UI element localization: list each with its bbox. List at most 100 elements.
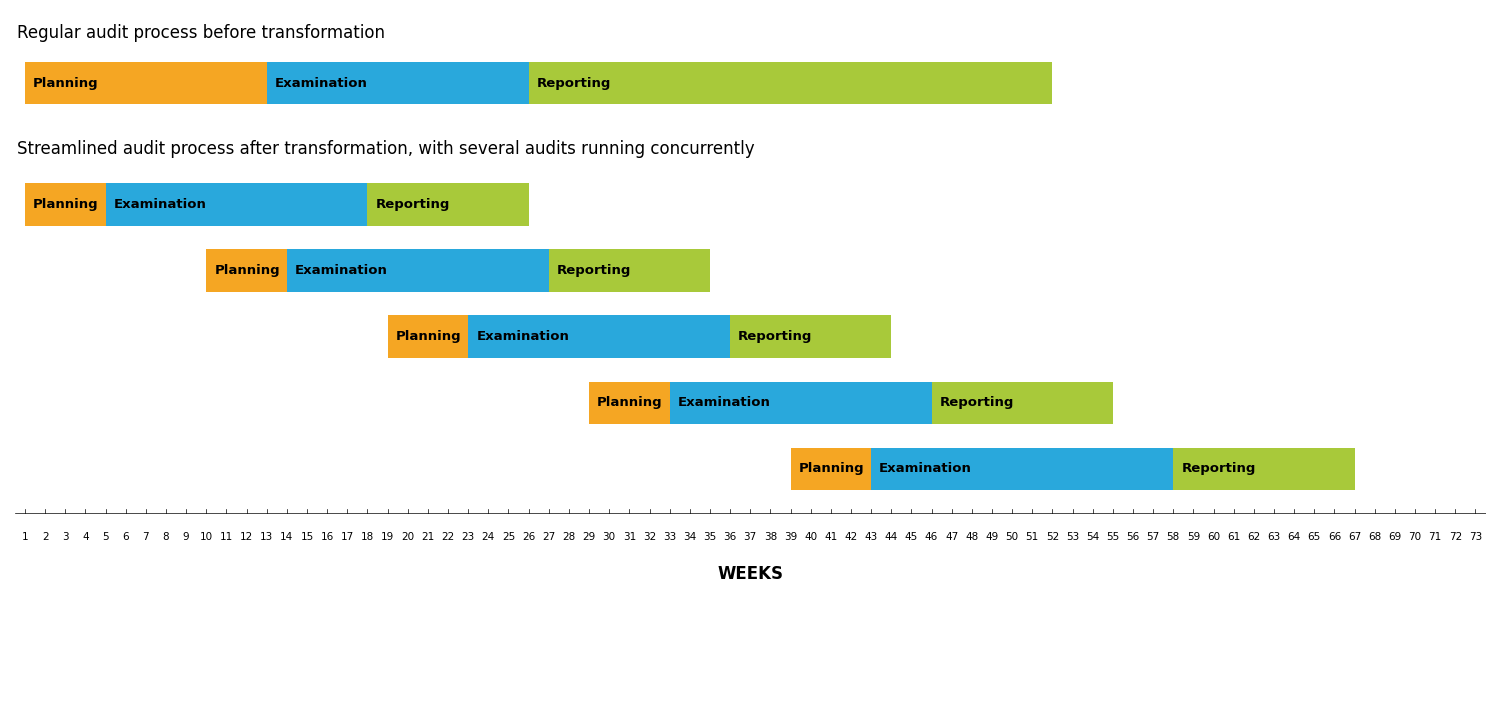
Text: 40: 40 <box>805 532 817 542</box>
Text: 48: 48 <box>964 532 978 542</box>
Text: 15: 15 <box>300 532 314 542</box>
Text: 11: 11 <box>219 532 233 542</box>
Text: 51: 51 <box>1026 532 1039 542</box>
Text: 22: 22 <box>442 532 455 542</box>
Text: 27: 27 <box>542 532 555 542</box>
Text: Regular audit process before transformation: Regular audit process before transformat… <box>16 24 385 42</box>
Bar <box>388 315 469 358</box>
Text: 9: 9 <box>182 532 190 542</box>
Text: 68: 68 <box>1368 532 1381 542</box>
Text: 24: 24 <box>482 532 496 542</box>
Bar <box>590 382 670 424</box>
Text: 1: 1 <box>22 532 28 542</box>
Text: 70: 70 <box>1408 532 1421 542</box>
Text: Examination: Examination <box>879 462 972 475</box>
Bar <box>267 62 529 104</box>
Text: 13: 13 <box>260 532 273 542</box>
Text: Reporting: Reporting <box>376 198 449 211</box>
Text: 8: 8 <box>163 532 169 542</box>
Text: 6: 6 <box>122 532 128 542</box>
Text: 2: 2 <box>42 532 48 542</box>
Text: 4: 4 <box>82 532 88 542</box>
Text: 72: 72 <box>1448 532 1462 542</box>
Text: 3: 3 <box>63 532 69 542</box>
Bar <box>25 62 267 104</box>
Bar <box>25 184 106 225</box>
Text: 17: 17 <box>340 532 354 542</box>
Text: Reporting: Reporting <box>557 264 632 277</box>
Text: 61: 61 <box>1227 532 1241 542</box>
Bar <box>206 249 287 292</box>
Text: 33: 33 <box>663 532 676 542</box>
Text: 12: 12 <box>240 532 254 542</box>
Bar <box>932 382 1112 424</box>
Text: 18: 18 <box>361 532 375 542</box>
Text: 69: 69 <box>1388 532 1402 542</box>
Bar <box>1173 448 1354 490</box>
Text: 53: 53 <box>1066 532 1079 542</box>
Text: 58: 58 <box>1166 532 1179 542</box>
Text: 30: 30 <box>603 532 615 542</box>
Text: Planning: Planning <box>215 264 281 277</box>
Text: Planning: Planning <box>799 462 864 475</box>
Text: 73: 73 <box>1469 532 1483 542</box>
Text: 62: 62 <box>1247 532 1260 542</box>
Text: 46: 46 <box>926 532 938 542</box>
Bar <box>549 249 711 292</box>
Text: 39: 39 <box>784 532 797 542</box>
Text: 52: 52 <box>1045 532 1059 542</box>
Text: 64: 64 <box>1287 532 1300 542</box>
Text: 16: 16 <box>321 532 334 542</box>
Text: Planning: Planning <box>33 198 99 211</box>
Text: 25: 25 <box>502 532 515 542</box>
Text: WEEKS: WEEKS <box>717 564 784 582</box>
Text: 49: 49 <box>985 532 999 542</box>
Text: 35: 35 <box>703 532 717 542</box>
Text: Reporting: Reporting <box>1181 462 1256 475</box>
Text: 7: 7 <box>142 532 149 542</box>
Text: 56: 56 <box>1126 532 1139 542</box>
Bar <box>790 448 870 490</box>
Text: 67: 67 <box>1348 532 1362 542</box>
Text: 44: 44 <box>885 532 897 542</box>
Bar <box>529 62 1053 104</box>
Text: 10: 10 <box>200 532 213 542</box>
Text: 23: 23 <box>461 532 475 542</box>
Text: Examination: Examination <box>678 396 770 410</box>
Bar <box>106 184 367 225</box>
Text: Examination: Examination <box>275 77 367 90</box>
Bar <box>469 315 730 358</box>
Text: 42: 42 <box>845 532 857 542</box>
Text: 65: 65 <box>1308 532 1321 542</box>
Text: 47: 47 <box>945 532 959 542</box>
Text: 41: 41 <box>824 532 838 542</box>
Text: 32: 32 <box>643 532 655 542</box>
Text: Reporting: Reporting <box>939 396 1014 410</box>
Text: Planning: Planning <box>33 77 99 90</box>
Text: 63: 63 <box>1268 532 1281 542</box>
Text: 36: 36 <box>724 532 736 542</box>
Bar <box>670 382 932 424</box>
Bar <box>367 184 529 225</box>
Text: 59: 59 <box>1187 532 1200 542</box>
Text: 34: 34 <box>684 532 696 542</box>
Text: 29: 29 <box>582 532 596 542</box>
Text: 26: 26 <box>523 532 536 542</box>
Text: 19: 19 <box>381 532 394 542</box>
Text: 45: 45 <box>905 532 918 542</box>
Text: 5: 5 <box>103 532 109 542</box>
Text: 14: 14 <box>281 532 294 542</box>
Text: Reporting: Reporting <box>738 330 812 343</box>
Text: Examination: Examination <box>113 198 206 211</box>
Text: 37: 37 <box>744 532 757 542</box>
Text: 71: 71 <box>1429 532 1442 542</box>
Text: 21: 21 <box>421 532 434 542</box>
Text: 31: 31 <box>623 532 636 542</box>
Text: Planning: Planning <box>597 396 663 410</box>
Text: Examination: Examination <box>476 330 569 343</box>
Text: Examination: Examination <box>296 264 388 277</box>
Text: Planning: Planning <box>396 330 461 343</box>
Bar <box>287 249 549 292</box>
Text: Streamlined audit process after transformation, with several audits running conc: Streamlined audit process after transfor… <box>16 140 754 158</box>
Bar <box>730 315 891 358</box>
